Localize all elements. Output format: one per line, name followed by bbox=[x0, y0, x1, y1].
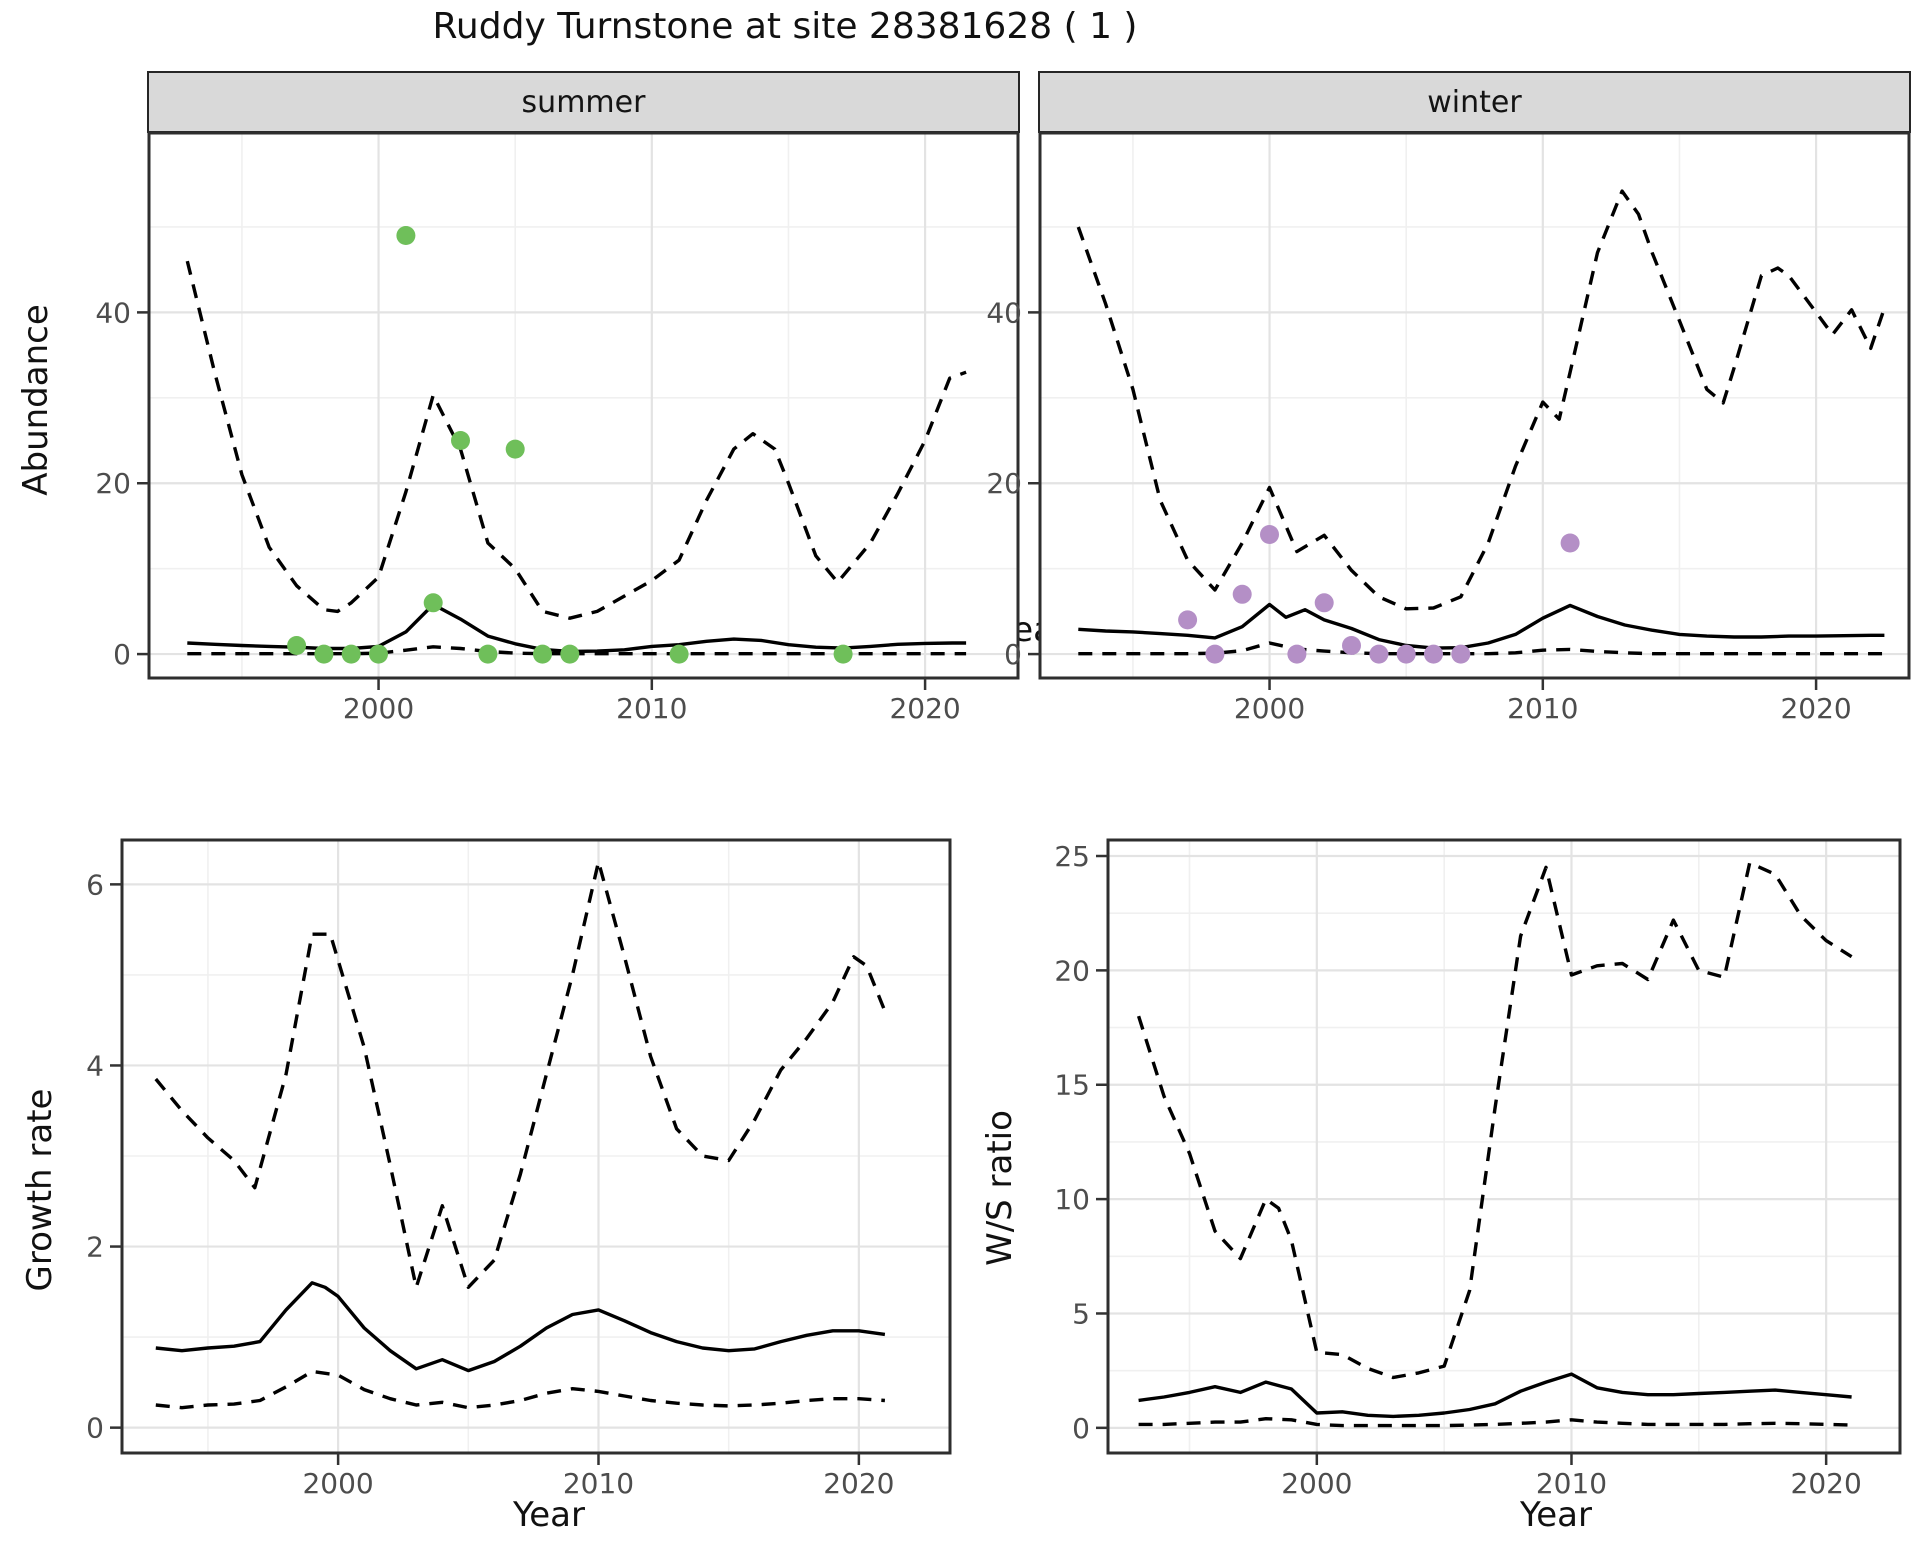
median-line bbox=[1138, 1372, 1852, 1419]
data-point bbox=[287, 636, 307, 655]
x-tick-label: 2020 bbox=[1791, 1467, 1862, 1500]
y-tick-label: 0 bbox=[1072, 1412, 1090, 1445]
data-point bbox=[1451, 644, 1471, 664]
y-tick-label: 20 bbox=[986, 467, 1022, 500]
panel-background bbox=[122, 840, 950, 1453]
facet-strip-winter-label: winter bbox=[1427, 84, 1522, 120]
y-tick-label: 20 bbox=[95, 467, 131, 500]
x-tick-label: 2020 bbox=[1780, 692, 1851, 725]
x-tick-label: 2000 bbox=[1234, 692, 1305, 725]
y-tick-label: 6 bbox=[86, 868, 104, 901]
y-tick-label: 2 bbox=[86, 1231, 104, 1264]
data-point bbox=[451, 431, 470, 450]
data-point bbox=[669, 644, 689, 664]
data-point bbox=[1314, 593, 1334, 613]
upper-95-ci-line bbox=[1136, 861, 1853, 1380]
data-point bbox=[369, 644, 388, 664]
y-tick-label: 40 bbox=[95, 296, 131, 329]
y-tick-label: 20 bbox=[1054, 954, 1090, 987]
data-point bbox=[833, 644, 853, 664]
data-point bbox=[341, 644, 361, 664]
data-point bbox=[1369, 644, 1389, 664]
upper-95-ci-line bbox=[154, 860, 887, 1290]
y-tick-label: 40 bbox=[986, 296, 1022, 329]
x-tick-label: 2020 bbox=[889, 692, 960, 725]
facet-strip-summer-label: summer bbox=[521, 84, 646, 120]
median-line bbox=[155, 1281, 886, 1373]
data-point bbox=[505, 439, 525, 459]
panel-border bbox=[120, 838, 952, 1455]
x-tick-label: 2010 bbox=[1507, 692, 1578, 725]
data-point bbox=[1260, 525, 1279, 544]
y-tick-label: 0 bbox=[86, 1412, 104, 1445]
data-point bbox=[560, 644, 580, 664]
lower-95-ci-line bbox=[1078, 641, 1885, 656]
facet-strip-summer: summer bbox=[147, 71, 1020, 133]
page-title: Ruddy Turnstone at site 28381628 ( 1 ) bbox=[432, 6, 1138, 47]
y-tick-label: 4 bbox=[86, 1049, 104, 1082]
x-tick-label: 2010 bbox=[616, 692, 687, 725]
data-point bbox=[1396, 644, 1416, 664]
facet-strip-winter: winter bbox=[1038, 71, 1911, 133]
data-point bbox=[1205, 644, 1225, 664]
y-tick-label: 25 bbox=[1054, 840, 1090, 873]
x-tick-label: 2010 bbox=[563, 1467, 634, 1500]
x-tick-label: 2000 bbox=[343, 692, 414, 725]
x-tick-label: 2000 bbox=[1281, 1467, 1352, 1500]
panel-background bbox=[1040, 133, 1909, 678]
x-axis-title-year-growth: Year bbox=[513, 1495, 585, 1535]
upper-95-ci-line bbox=[1076, 189, 1887, 611]
y-tick-label: 5 bbox=[1072, 1297, 1090, 1330]
upper-95-ci-line bbox=[185, 260, 967, 620]
y-tick-label: 0 bbox=[1004, 638, 1022, 671]
y-tick-label: 10 bbox=[1054, 1183, 1090, 1216]
lower-95-ci-line bbox=[155, 1369, 886, 1410]
median-line bbox=[1078, 602, 1885, 650]
data-point bbox=[1560, 533, 1580, 553]
panel-background bbox=[1108, 840, 1900, 1453]
data-point bbox=[1178, 610, 1198, 630]
data-point bbox=[1232, 584, 1252, 604]
data-point bbox=[314, 644, 334, 664]
x-tick-label: 2000 bbox=[302, 1467, 373, 1500]
data-point bbox=[396, 226, 416, 245]
panel-border bbox=[1038, 131, 1911, 680]
panel-background bbox=[149, 133, 1018, 678]
data-point bbox=[1287, 644, 1307, 664]
x-tick-label: 2020 bbox=[823, 1467, 894, 1500]
data-point bbox=[533, 644, 552, 664]
y-tick-label: 0 bbox=[113, 638, 131, 671]
y-tick-label: 15 bbox=[1054, 1069, 1090, 1102]
data-point bbox=[1342, 636, 1361, 655]
data-point bbox=[1424, 644, 1443, 664]
data-point bbox=[478, 644, 498, 664]
x-axis-title-year-ws: Year bbox=[1520, 1495, 1592, 1535]
data-point bbox=[423, 593, 443, 613]
x-tick-label: 2010 bbox=[1536, 1467, 1607, 1500]
panel-border bbox=[147, 131, 1020, 680]
panel-border bbox=[1106, 838, 1902, 1455]
lower-95-ci-line bbox=[187, 645, 967, 656]
